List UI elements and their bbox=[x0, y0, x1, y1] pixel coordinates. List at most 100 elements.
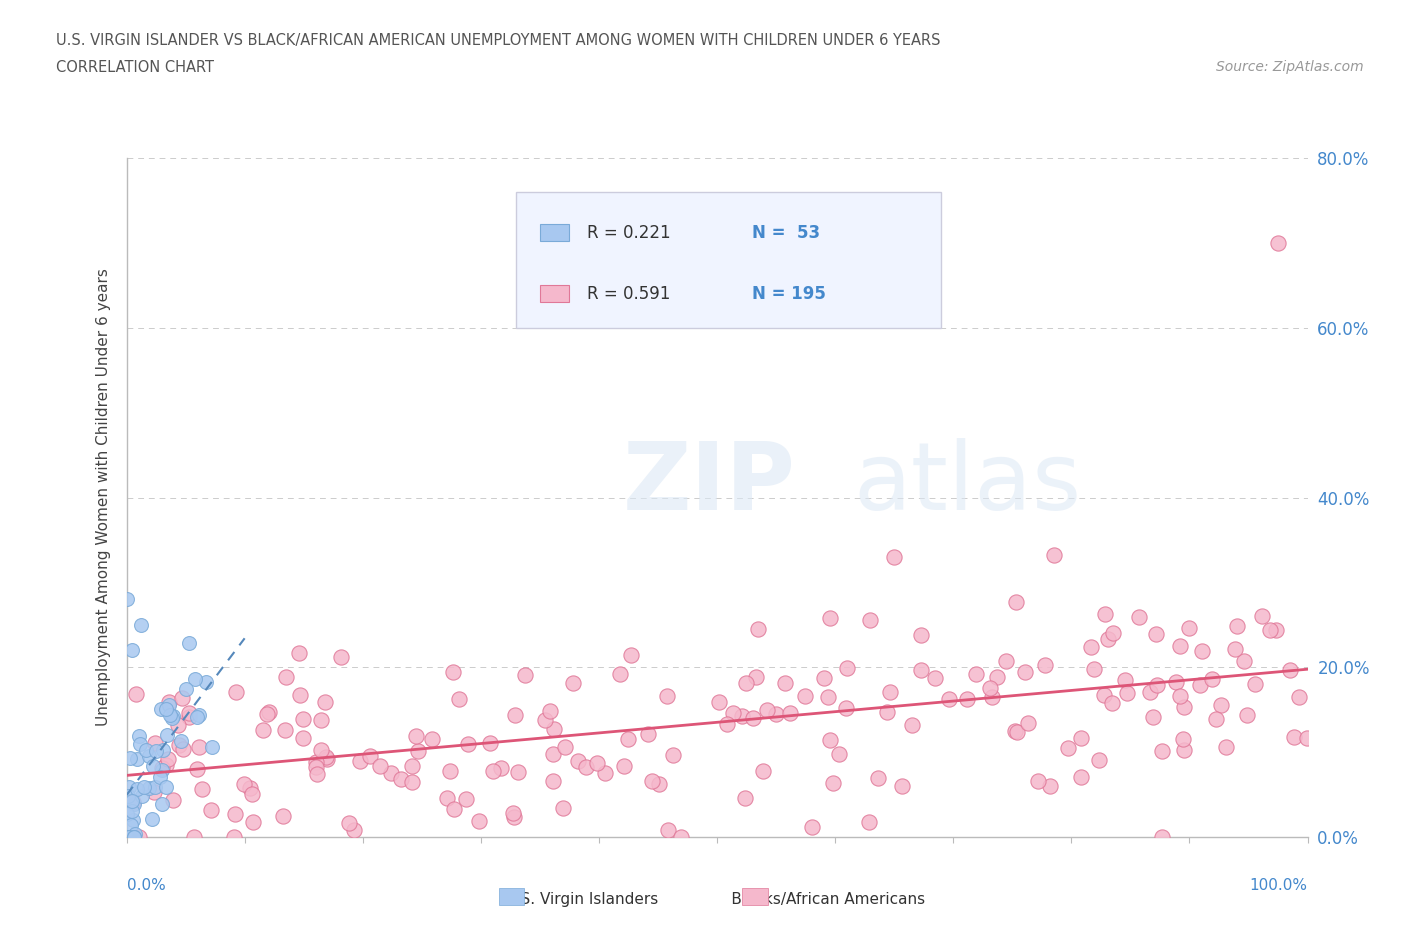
Point bbox=[157, 695, 180, 710]
Point bbox=[194, 674, 217, 689]
Point bbox=[980, 689, 1002, 704]
Point bbox=[166, 717, 188, 732]
Point bbox=[818, 732, 841, 747]
Point bbox=[534, 712, 557, 727]
Point bbox=[186, 762, 208, 777]
Point bbox=[1173, 699, 1195, 714]
Point bbox=[188, 740, 211, 755]
Point bbox=[401, 759, 423, 774]
Point bbox=[1150, 744, 1173, 759]
Point bbox=[170, 690, 193, 705]
Point bbox=[305, 754, 328, 769]
Point bbox=[1114, 672, 1136, 687]
Point bbox=[478, 736, 501, 751]
Point bbox=[1005, 594, 1028, 609]
Point bbox=[315, 750, 337, 764]
Text: R = 0.591: R = 0.591 bbox=[588, 285, 671, 303]
Point bbox=[641, 774, 664, 789]
Point bbox=[1056, 740, 1078, 755]
Point bbox=[152, 742, 174, 757]
Point bbox=[291, 711, 314, 726]
Point bbox=[359, 749, 381, 764]
Point bbox=[436, 790, 458, 805]
Point bbox=[586, 756, 609, 771]
Point bbox=[910, 663, 932, 678]
Point bbox=[482, 764, 505, 778]
Point bbox=[368, 759, 391, 774]
Point bbox=[135, 742, 157, 757]
Point bbox=[1101, 696, 1123, 711]
Point bbox=[315, 751, 337, 766]
Point bbox=[304, 760, 326, 775]
Point bbox=[467, 813, 489, 828]
Point bbox=[924, 671, 946, 685]
Point bbox=[835, 700, 858, 715]
Point bbox=[648, 777, 671, 791]
Point bbox=[562, 675, 585, 690]
Point bbox=[779, 705, 801, 720]
Point bbox=[1097, 631, 1119, 646]
Point bbox=[709, 695, 731, 710]
Point bbox=[773, 675, 796, 690]
Point bbox=[349, 753, 371, 768]
Point bbox=[142, 759, 165, 774]
Point bbox=[858, 815, 880, 830]
Point bbox=[1144, 627, 1167, 642]
Point bbox=[986, 670, 1008, 684]
Point bbox=[734, 790, 756, 805]
Point bbox=[232, 777, 254, 791]
Point bbox=[155, 702, 177, 717]
Text: N = 195: N = 195 bbox=[752, 285, 827, 303]
Point bbox=[405, 728, 427, 743]
Point bbox=[1026, 773, 1049, 788]
Point bbox=[538, 703, 561, 718]
Text: ZIP: ZIP bbox=[623, 438, 796, 530]
Point bbox=[128, 830, 150, 844]
Point bbox=[1279, 662, 1302, 677]
Point bbox=[741, 711, 763, 725]
Point bbox=[149, 770, 172, 785]
Point bbox=[1288, 689, 1310, 704]
Point bbox=[188, 707, 211, 722]
Point bbox=[169, 737, 191, 752]
Point bbox=[1265, 623, 1288, 638]
Point bbox=[186, 710, 208, 724]
Point bbox=[817, 689, 839, 704]
Point bbox=[239, 781, 262, 796]
Point bbox=[143, 779, 166, 794]
Point bbox=[868, 770, 890, 785]
Point bbox=[859, 613, 882, 628]
Point bbox=[1282, 730, 1305, 745]
Point bbox=[152, 760, 174, 775]
Point bbox=[305, 766, 328, 781]
Point bbox=[513, 668, 536, 683]
Point bbox=[142, 785, 165, 800]
Point bbox=[1191, 644, 1213, 658]
Point bbox=[1201, 671, 1223, 686]
Point bbox=[1178, 620, 1201, 635]
Point bbox=[1083, 662, 1105, 677]
Point bbox=[1189, 678, 1212, 693]
Point bbox=[879, 684, 901, 699]
Point bbox=[288, 687, 311, 702]
Point bbox=[457, 737, 479, 751]
Point bbox=[1017, 715, 1039, 730]
Point bbox=[956, 692, 979, 707]
Point bbox=[311, 743, 333, 758]
Point bbox=[1070, 769, 1092, 784]
Point bbox=[120, 817, 142, 832]
Point bbox=[1039, 778, 1062, 793]
Point bbox=[225, 684, 247, 699]
Point bbox=[554, 739, 576, 754]
Point bbox=[125, 782, 148, 797]
Point bbox=[1139, 684, 1161, 699]
Text: U.S. Virgin Islanders               Blacks/African Americans: U.S. Virgin Islanders Blacks/African Ame… bbox=[481, 892, 925, 907]
Point bbox=[271, 808, 294, 823]
Point bbox=[155, 757, 177, 772]
Point bbox=[506, 764, 529, 779]
Point bbox=[655, 688, 678, 703]
Point bbox=[118, 830, 141, 844]
Point bbox=[637, 726, 659, 741]
Point bbox=[150, 762, 173, 777]
Point bbox=[439, 764, 461, 778]
